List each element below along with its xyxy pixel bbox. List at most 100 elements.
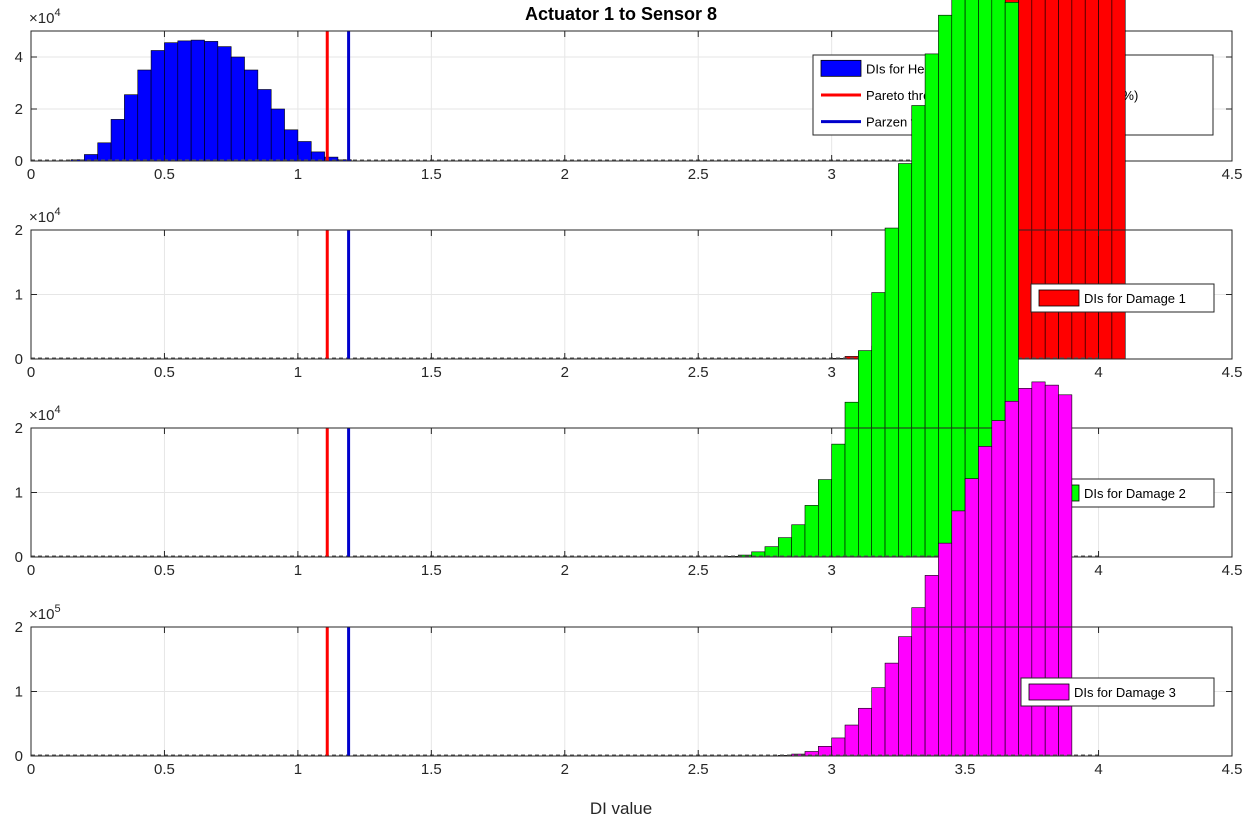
y-scale-factor: ×104 — [29, 404, 61, 424]
histogram-bar — [204, 41, 217, 161]
y-scale-factor: ×104 — [29, 7, 61, 27]
histogram-bar — [245, 70, 258, 161]
histogram-bar — [218, 47, 231, 161]
y-scale-exponent: 4 — [54, 404, 60, 416]
histogram-bar — [938, 15, 951, 557]
y-tick-label: 0 — [15, 351, 23, 368]
y-tick-label: 2 — [15, 619, 23, 636]
x-tick-label: 4.5 — [1222, 761, 1243, 778]
histogram-bar — [925, 54, 938, 557]
histogram-bar — [271, 109, 284, 161]
y-tick-label: 0 — [15, 748, 23, 765]
x-tick-label: 0 — [27, 166, 35, 183]
x-tick-label: 1.5 — [421, 562, 442, 579]
histogram-bar — [231, 57, 244, 161]
histogram-bar — [818, 480, 831, 557]
x-tick-label: 1 — [294, 166, 302, 183]
y-scale-exponent: 4 — [54, 206, 60, 218]
histogram-bar — [952, 0, 965, 557]
histogram-bar — [805, 505, 818, 557]
x-tick-label: 4.5 — [1222, 364, 1243, 381]
histogram-bar — [965, 0, 978, 557]
histogram-bar — [778, 538, 791, 557]
y-scale-exponent: 5 — [54, 603, 60, 615]
histogram-bar — [885, 663, 898, 756]
y-tick-label: 0 — [15, 549, 23, 566]
histogram-bar — [138, 70, 151, 161]
x-tick-label: 1.5 — [421, 761, 442, 778]
histogram-bar — [151, 51, 164, 162]
x-tick-label: 3 — [827, 166, 835, 183]
x-tick-label: 3 — [827, 364, 835, 381]
y-scale-factor: ×105 — [29, 603, 61, 623]
y-scale-exponent: 4 — [54, 7, 60, 19]
histogram-bar — [872, 293, 885, 557]
x-tick-label: 0.5 — [154, 562, 175, 579]
x-tick-label: 2 — [561, 562, 569, 579]
x-tick-label: 2.5 — [688, 166, 709, 183]
x-tick-label: 0 — [27, 562, 35, 579]
legend-swatch — [821, 60, 861, 76]
histogram-bar — [1005, 401, 1018, 756]
x-tick-label: 0.5 — [154, 364, 175, 381]
x-tick-label: 1 — [294, 562, 302, 579]
x-tick-label: 0 — [27, 761, 35, 778]
chart-title: Actuator 1 to Sensor 8 — [525, 4, 717, 24]
histogram-bar — [952, 511, 965, 756]
y-tick-label: 1 — [15, 485, 23, 502]
y-tick-label: 0 — [15, 153, 23, 170]
histogram-bar — [98, 143, 111, 161]
y-tick-label: 2 — [15, 222, 23, 239]
histogram-bar — [111, 119, 124, 161]
histogram-bar — [872, 688, 885, 756]
legend-swatch — [1039, 290, 1079, 306]
histogram-bar — [845, 725, 858, 756]
x-tick-label: 2.5 — [688, 761, 709, 778]
x-tick-label: 2 — [561, 364, 569, 381]
histogram-bar — [858, 708, 871, 756]
x-tick-label: 0.5 — [154, 166, 175, 183]
histogram-bar — [978, 446, 991, 756]
y-tick-label: 1 — [15, 287, 23, 304]
x-tick-label: 1.5 — [421, 364, 442, 381]
histogram-bar — [298, 142, 311, 162]
x-tick-label: 1 — [294, 761, 302, 778]
histogram-bar — [164, 43, 177, 161]
histogram-bar — [925, 575, 938, 756]
histogram-bar — [845, 402, 858, 557]
histogram-bar — [898, 164, 911, 557]
x-tick-label: 4 — [1094, 761, 1102, 778]
x-tick-label: 4.5 — [1222, 562, 1243, 579]
histogram-bar — [1018, 0, 1031, 359]
y-tick-label: 2 — [15, 420, 23, 437]
histogram-bar — [178, 41, 191, 161]
histogram-bar — [938, 543, 951, 756]
x-tick-label: 4 — [1094, 364, 1102, 381]
histogram-bar — [765, 547, 778, 557]
legend-entry-label: DIs for Damage 3 — [1074, 685, 1176, 700]
histogram-bar — [912, 608, 925, 756]
x-tick-label: 1 — [294, 364, 302, 381]
x-tick-label: 4 — [1094, 562, 1102, 579]
x-tick-label: 1.5 — [421, 166, 442, 183]
x-tick-label: 3 — [827, 761, 835, 778]
histogram-bar — [992, 421, 1005, 756]
y-tick-label: 2 — [15, 101, 23, 118]
legend: DIs for Damage 1 — [1031, 284, 1214, 312]
legend-swatch — [1029, 684, 1069, 700]
y-tick-label: 4 — [15, 49, 23, 66]
y-scale-factor: ×104 — [29, 206, 61, 226]
x-tick-label: 4.5 — [1222, 166, 1243, 183]
histogram-bar — [792, 525, 805, 557]
histogram-bar — [191, 40, 204, 161]
x-tick-label: 0.5 — [154, 761, 175, 778]
x-tick-label: 0 — [27, 364, 35, 381]
histogram-bar — [124, 95, 137, 161]
histogram-bar — [832, 738, 845, 756]
histogram-bar — [965, 479, 978, 756]
y-tick-label: 1 — [15, 684, 23, 701]
x-axis-label: DI value — [590, 799, 652, 818]
legend-entry-label: DIs for Damage 1 — [1084, 291, 1186, 306]
histogram-bar — [898, 637, 911, 756]
